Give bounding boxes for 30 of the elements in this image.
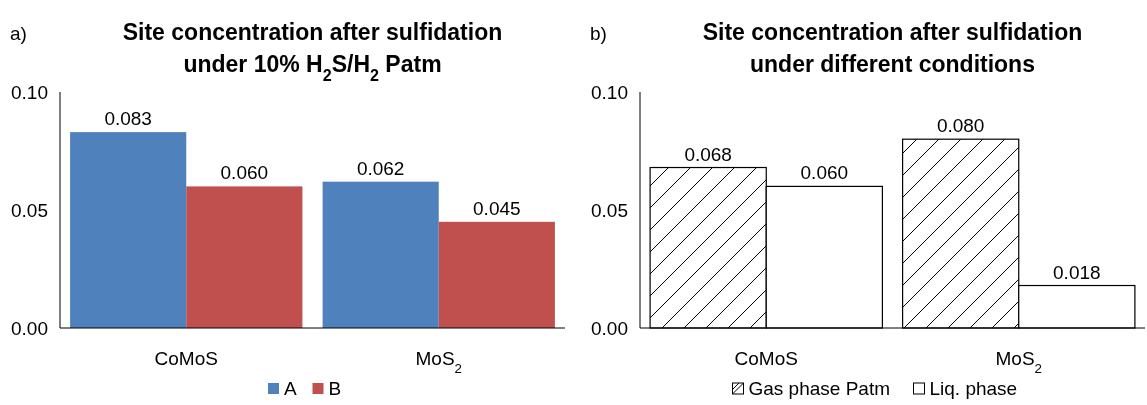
x-tick-label: CoMoS (154, 348, 218, 369)
y-tick-label: 0.10 (591, 81, 628, 103)
data-label: 0.045 (473, 197, 521, 219)
text: b) (590, 23, 607, 44)
legend-label: Liq. phase (929, 378, 1018, 399)
data-label: 0.060 (220, 162, 269, 184)
data-label: 0.083 (104, 108, 152, 130)
data-label: 0.062 (356, 157, 405, 179)
legend-label: A (284, 378, 297, 399)
y-tick-label: 0.10 (11, 81, 48, 103)
chart-title: Site concentration after sulfidation under different conditions (702, 19, 1083, 77)
y-tick-label: 0.00 (591, 317, 628, 339)
chart-title: Site concentration after sulfidation under 10% H$_{2}$S/H$_{2}$ Patm (122, 19, 503, 84)
y-tick-label: 0.00 (11, 317, 48, 339)
legend-label: B (328, 378, 342, 399)
bar (438, 221, 555, 328)
y-tick-label: 0.05 (11, 199, 48, 221)
x-tick-label: MoS$_{2}$ (995, 348, 1042, 376)
bar (186, 186, 303, 328)
bar (322, 181, 439, 328)
bar (70, 132, 187, 328)
legend-label: Gas phase Patm (748, 378, 891, 399)
data-label: 0.068 (684, 143, 732, 165)
x-tick-label: CoMoS (734, 348, 798, 369)
x-tick-label: MoS$_{2}$ (415, 348, 462, 376)
data-label: 0.018 (1053, 261, 1101, 283)
y-tick-label: 0.05 (591, 199, 628, 221)
data-label: 0.060 (800, 162, 849, 184)
text: a) (10, 23, 27, 44)
data-label: 0.080 (936, 115, 985, 137)
